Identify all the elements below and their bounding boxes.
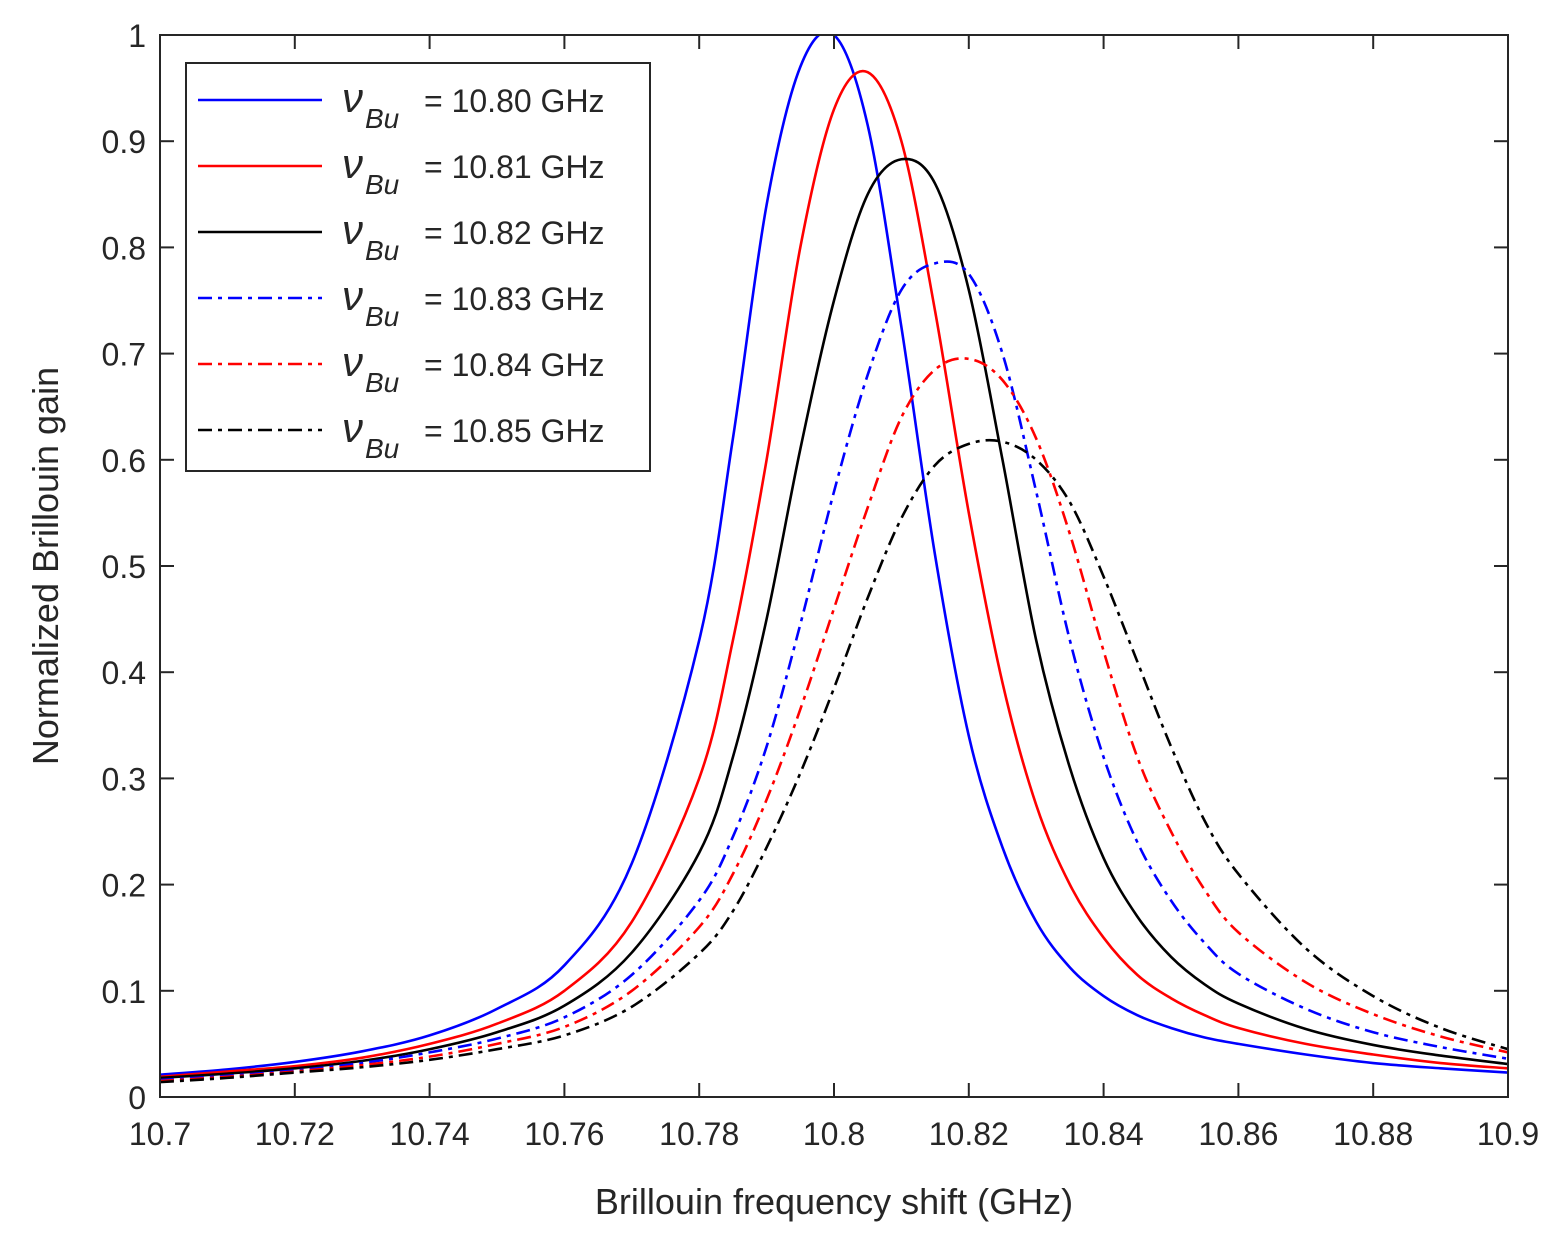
legend-subscript: Bu	[365, 301, 400, 332]
legend-subscript: Bu	[365, 367, 400, 398]
legend-label: = 10.83 GHz	[424, 281, 605, 317]
series-line-1	[160, 35, 1508, 1076]
x-tick-label: 10.86	[1198, 1116, 1278, 1152]
series-line-2	[160, 69, 1508, 1079]
legend-label: = 10.80 GHz	[424, 83, 605, 119]
series-line-4	[160, 260, 1508, 1082]
x-tick-label: 10.88	[1333, 1116, 1413, 1152]
legend-subscript: Bu	[365, 169, 400, 200]
x-tick-label: 10.72	[255, 1116, 335, 1152]
series-layer	[160, 35, 1508, 1084]
y-tick-label: 1	[128, 18, 146, 54]
y-tick-label: 0	[128, 1080, 146, 1116]
legend-symbol: ν	[342, 272, 363, 319]
series-line-5	[160, 357, 1508, 1083]
x-tick-label: 10.8	[803, 1116, 865, 1152]
y-tick-label: 0.1	[102, 974, 146, 1010]
y-tick-label: 0.3	[102, 761, 146, 797]
series-line-6	[160, 438, 1508, 1084]
legend-label: = 10.84 GHz	[424, 347, 605, 383]
legend-subscript: Bu	[365, 433, 400, 464]
x-tick-label: 10.84	[1064, 1116, 1144, 1152]
y-tick-label: 0.2	[102, 868, 146, 904]
x-tick-label: 10.9	[1477, 1116, 1539, 1152]
x-axis-label: Brillouin frequency shift (GHz)	[595, 1181, 1073, 1222]
tick-layer: 10.7 10.72 10.74 10.76 10.78 10.8 10.82 10.84 10…	[102, 18, 1540, 1152]
x-tick-label: 10.82	[929, 1116, 1009, 1152]
legend-label: = 10.82 GHz	[424, 215, 605, 251]
legend-symbol: ν	[342, 338, 363, 385]
x-tick-label: 10.7	[129, 1116, 191, 1152]
series-line-3	[160, 157, 1508, 1080]
legend-subscript: Bu	[365, 103, 400, 134]
legend-symbol: ν	[342, 74, 363, 121]
y-tick-label: 0.8	[102, 230, 146, 266]
y-tick-label: 0.7	[102, 337, 146, 373]
x-tick-label: 10.74	[390, 1116, 470, 1152]
legend-label: = 10.81 GHz	[424, 149, 605, 185]
y-tick-label: 0.5	[102, 549, 146, 585]
legend-box	[185, 62, 651, 472]
legend-label: = 10.85 GHz	[424, 413, 605, 449]
legend-symbol: ν	[342, 140, 363, 187]
x-tick-label: 10.78	[659, 1116, 739, 1152]
legend-symbol: ν	[342, 206, 363, 253]
y-axis-label: Normalized Brillouin gain	[25, 367, 66, 765]
y-tick-label: 0.4	[102, 655, 146, 691]
legend-symbol: ν	[342, 404, 363, 451]
y-tick-label: 0.9	[102, 124, 146, 160]
y-tick-label: 0.6	[102, 443, 146, 479]
x-tick-label: 10.76	[524, 1116, 604, 1152]
legend-subscript: Bu	[365, 235, 400, 266]
